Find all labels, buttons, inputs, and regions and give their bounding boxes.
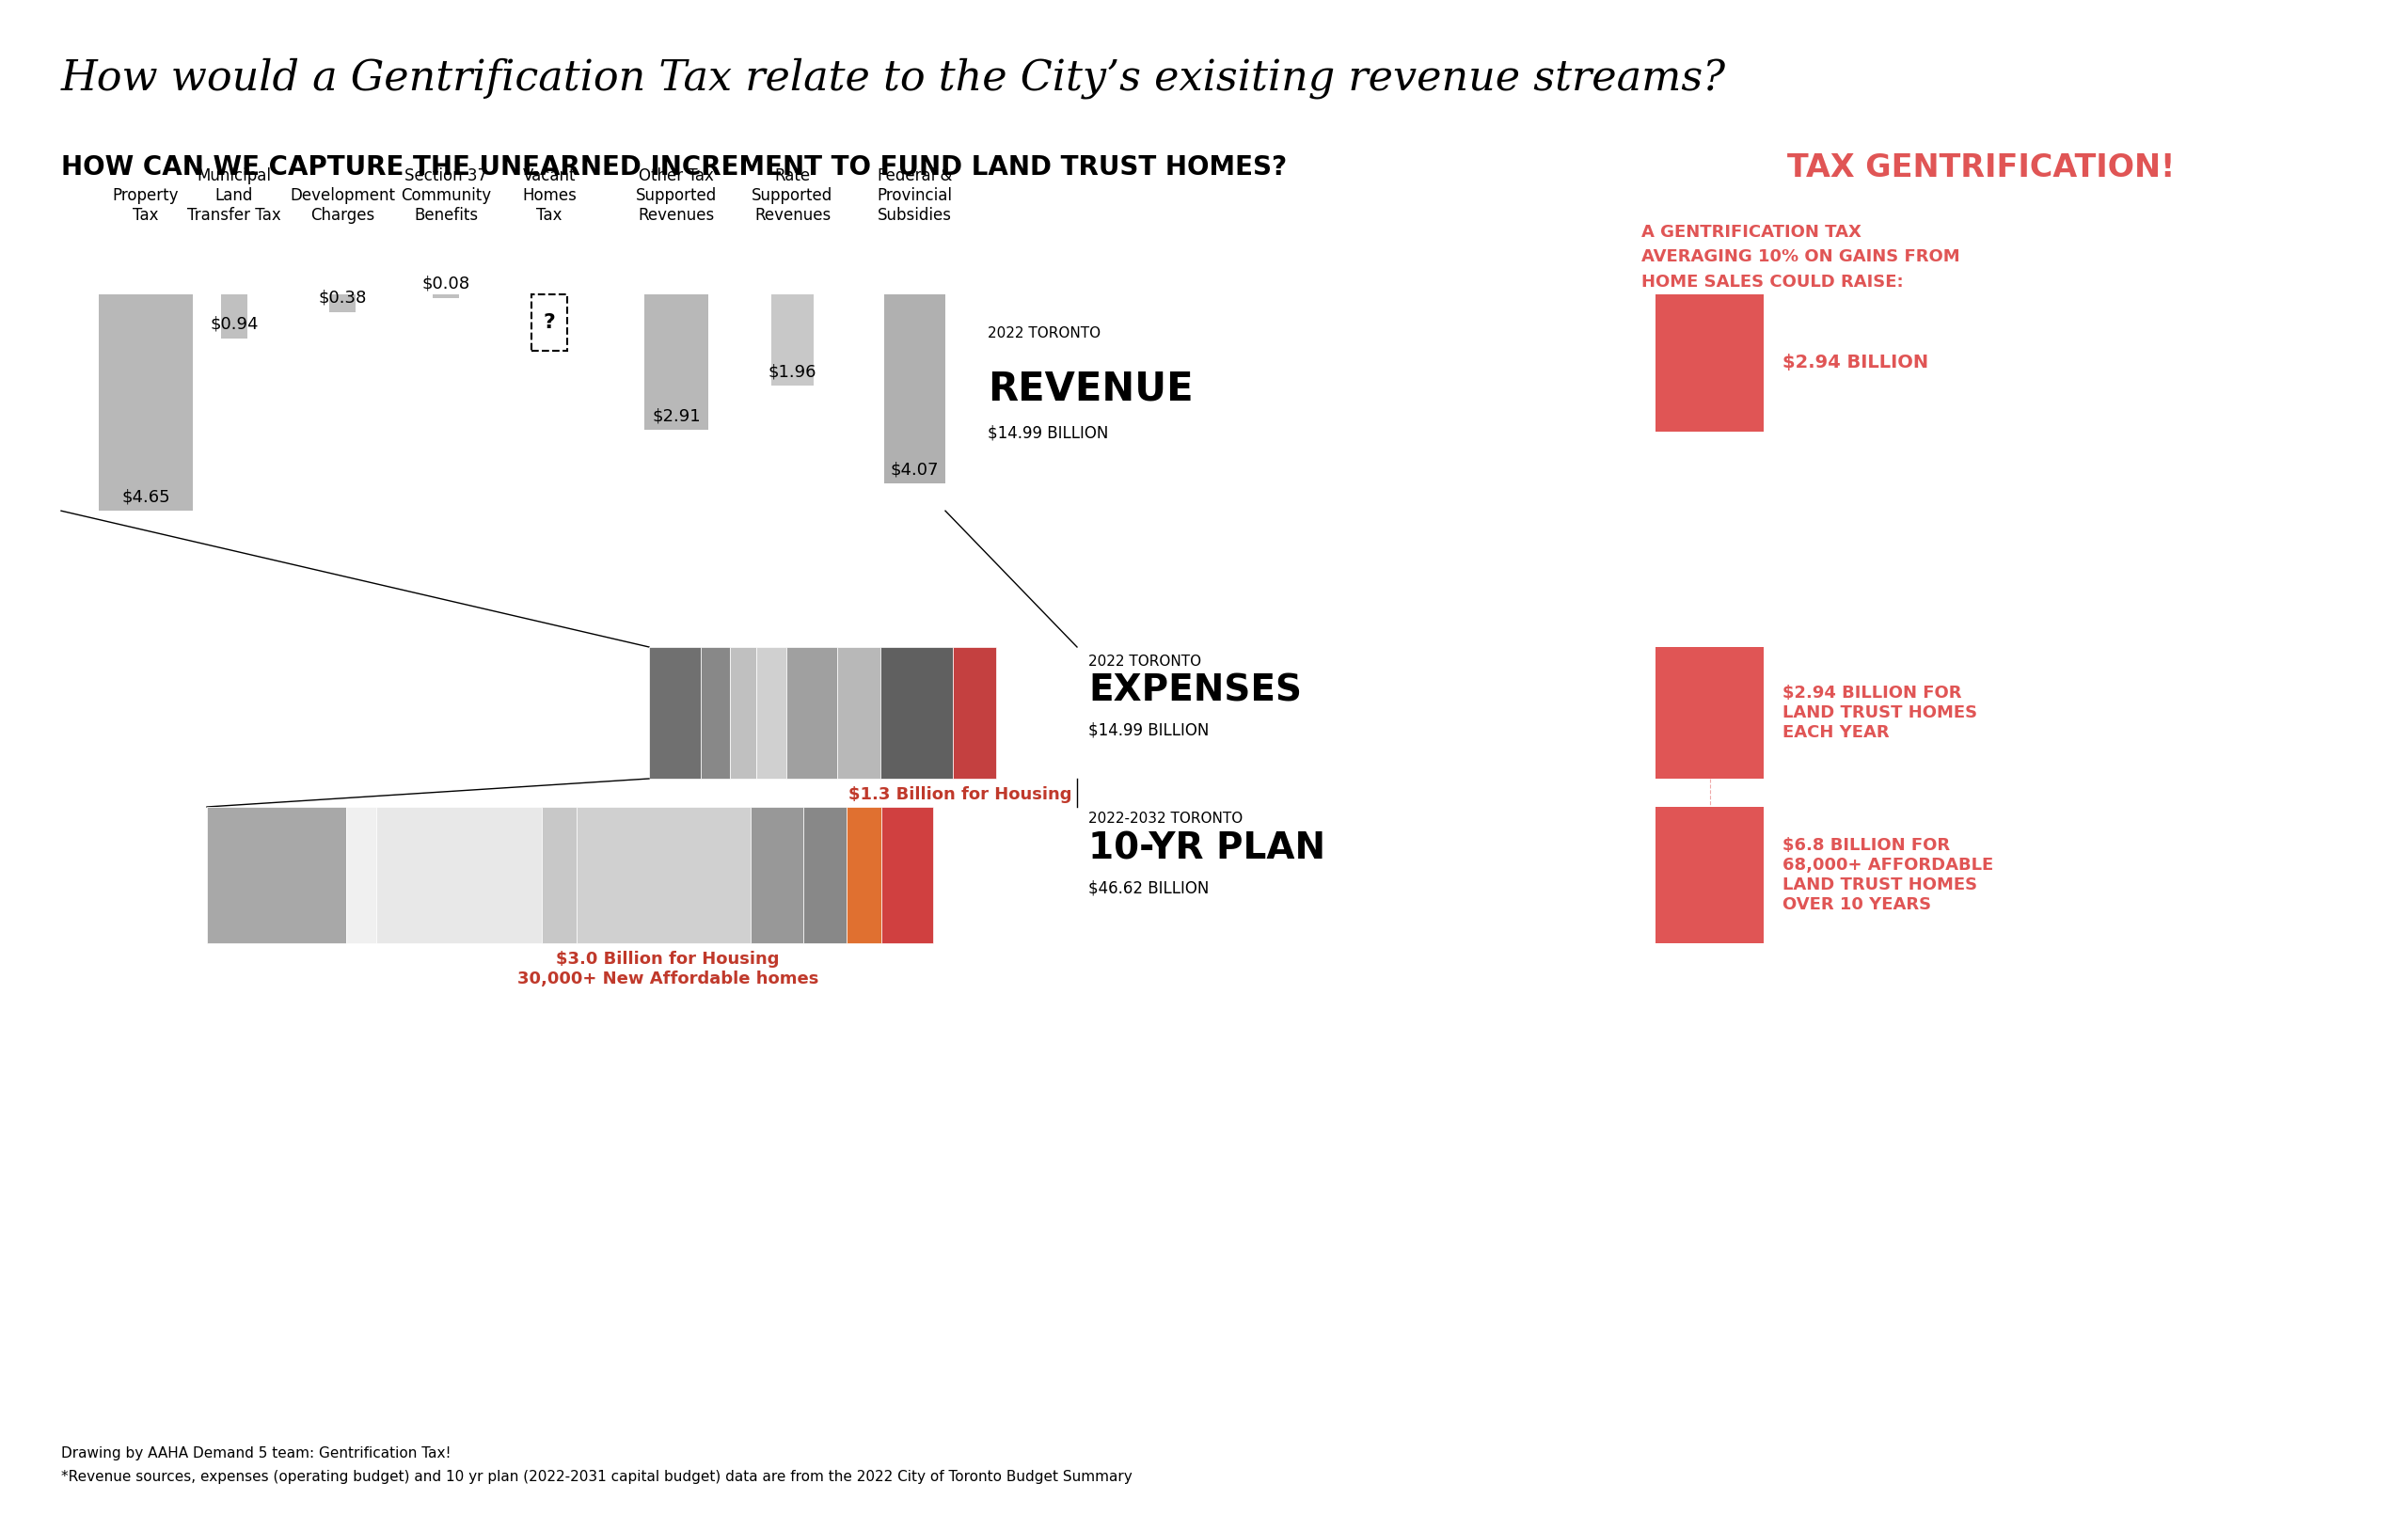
Text: Other Tax
Supported
Revenues: Other Tax Supported Revenues (636, 168, 718, 224)
Bar (802, 807, 848, 943)
Text: Federal &
Provincial
Subsidies: Federal & Provincial Subsidies (877, 168, 954, 224)
Text: $2.94 BILLION FOR
LAND TRUST HOMES
EACH YEAR: $2.94 BILLION FOR LAND TRUST HOMES EACH … (1782, 684, 1977, 741)
Bar (347, 807, 376, 943)
Text: $14.99 BILLION: $14.99 BILLION (1088, 723, 1209, 739)
Text: $2.91: $2.91 (653, 407, 701, 424)
Bar (645, 294, 708, 430)
Text: REVENUE: REVENUE (987, 369, 1194, 409)
Bar (848, 807, 881, 943)
Bar (1657, 807, 1763, 943)
Bar (881, 807, 934, 943)
Text: $14.99 BILLION: $14.99 BILLION (987, 426, 1108, 442)
Text: Municipal
Land
Transfer Tax: Municipal Land Transfer Tax (188, 168, 282, 224)
Bar (756, 648, 785, 779)
Text: $1.96: $1.96 (768, 363, 816, 380)
Bar (207, 807, 347, 943)
Bar (881, 648, 954, 779)
Text: 2022 TORONTO: 2022 TORONTO (1088, 655, 1202, 669)
Text: $4.65: $4.65 (120, 488, 171, 505)
Bar (433, 294, 460, 299)
Text: Development
Charges: Development Charges (289, 187, 395, 224)
Bar (376, 807, 542, 943)
Text: $0.38: $0.38 (318, 289, 366, 306)
Bar (751, 807, 802, 943)
Text: $3.0 Billion for Housing
30,000+ New Affordable homes: $3.0 Billion for Housing 30,000+ New Aff… (518, 951, 819, 987)
Bar (785, 648, 838, 779)
Bar (99, 294, 193, 511)
Text: EXPENSES: EXPENSES (1088, 674, 1303, 709)
Bar (771, 294, 814, 386)
Bar (1657, 432, 1763, 648)
Text: 10-YR PLAN: 10-YR PLAN (1088, 830, 1324, 867)
Bar (954, 648, 995, 779)
Bar (532, 294, 568, 351)
Text: *Revenue sources, expenses (operating budget) and 10 yr plan (2022-2031 capital : *Revenue sources, expenses (operating bu… (60, 1470, 1132, 1484)
Text: $6.8 BILLION FOR
68,000+ AFFORDABLE
LAND TRUST HOMES
OVER 10 YEARS: $6.8 BILLION FOR 68,000+ AFFORDABLE LAND… (1782, 837, 1994, 912)
Bar (578, 807, 751, 943)
Text: $2.94 BILLION: $2.94 BILLION (1782, 354, 1929, 372)
Bar (701, 648, 730, 779)
Bar (222, 294, 248, 338)
Text: $0.94: $0.94 (209, 315, 258, 332)
Bar (838, 648, 881, 779)
Text: Drawing by AAHA Demand 5 team: Gentrification Tax!: Drawing by AAHA Demand 5 team: Gentrific… (60, 1447, 450, 1461)
Text: Property
Tax: Property Tax (113, 187, 178, 224)
Text: TAX GENTRIFICATION!: TAX GENTRIFICATION! (1787, 152, 2174, 182)
Bar (1657, 294, 1763, 432)
Text: Vacant
Homes
Tax: Vacant Homes Tax (523, 168, 576, 224)
Bar (650, 648, 701, 779)
Text: $0.08: $0.08 (421, 276, 470, 292)
Text: $1.3 Billion for Housing: $1.3 Billion for Housing (850, 787, 1072, 804)
Text: 2022-2032 TORONTO: 2022-2032 TORONTO (1088, 811, 1243, 825)
Bar (542, 807, 578, 943)
Text: Rate
Supported
Revenues: Rate Supported Revenues (751, 168, 833, 224)
Bar (730, 648, 756, 779)
Text: $4.07: $4.07 (891, 461, 939, 478)
Text: Section 37
Community
Benefits: Section 37 Community Benefits (400, 168, 491, 224)
Text: 2022 TORONTO: 2022 TORONTO (987, 326, 1100, 340)
Text: ?: ? (544, 314, 556, 332)
Polygon shape (60, 511, 1076, 648)
Text: How would a Gentrification Tax relate to the City’s exisiting revenue streams?: How would a Gentrification Tax relate to… (60, 58, 1727, 98)
Bar (1657, 648, 1763, 779)
Bar (330, 294, 356, 312)
Text: $46.62 BILLION: $46.62 BILLION (1088, 880, 1209, 897)
Text: A GENTRIFICATION TAX
AVERAGING 10% ON GAINS FROM
HOME SALES COULD RAISE:: A GENTRIFICATION TAX AVERAGING 10% ON GA… (1642, 224, 1960, 291)
Bar (884, 294, 946, 484)
Text: HOW CAN WE CAPTURE THE UNEARNED INCREMENT TO FUND LAND TRUST HOMES?: HOW CAN WE CAPTURE THE UNEARNED INCREMEN… (60, 155, 1286, 181)
